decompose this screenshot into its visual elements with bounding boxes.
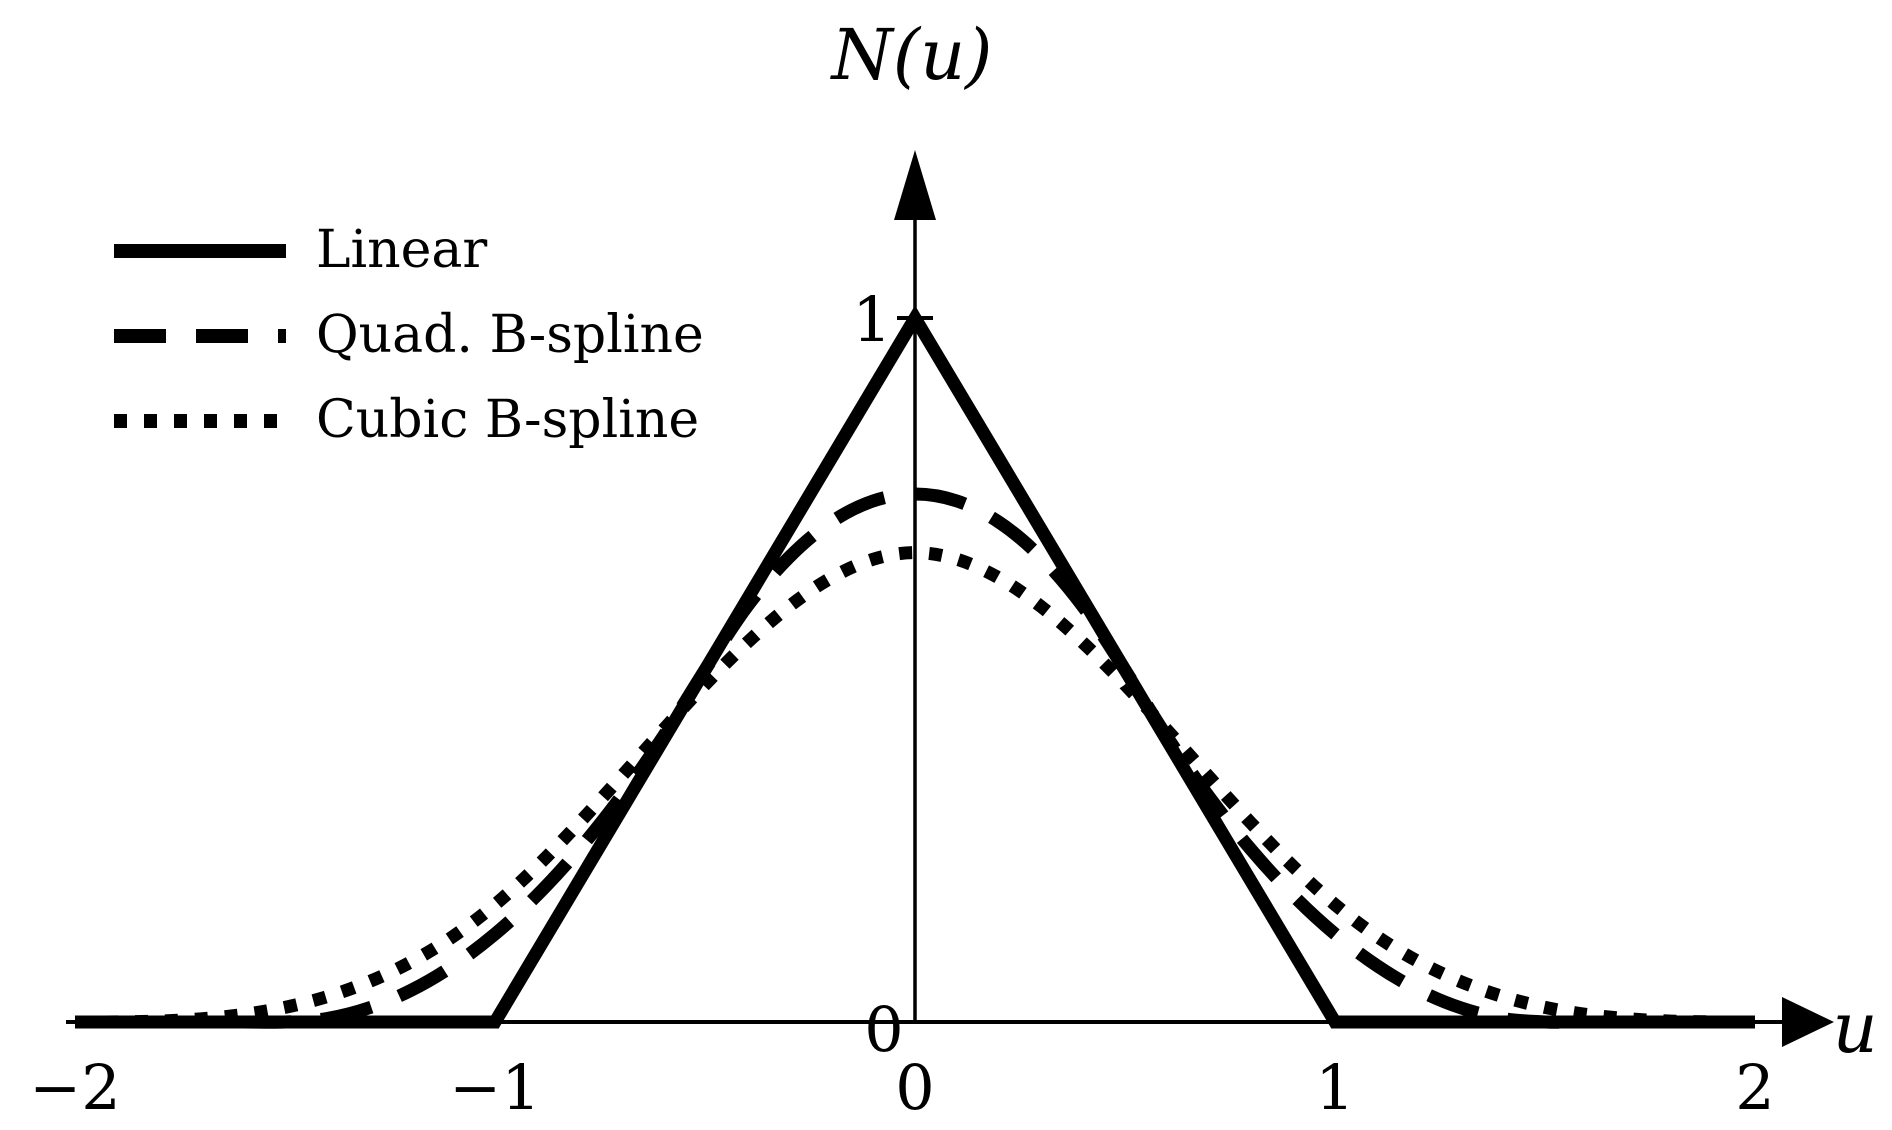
solid-line-sample-icon <box>114 243 286 258</box>
legend-item-cubic: Cubic B-spline <box>112 392 704 449</box>
legend-label: Quad. B-spline <box>316 305 704 366</box>
legend-label: Cubic B-spline <box>316 390 700 451</box>
x-tick-label: 2 <box>1735 1051 1775 1124</box>
y-tick-label-0: 0 <box>864 993 904 1066</box>
y-tick-label-1: 1 <box>852 283 892 356</box>
dashed-line-sample-icon <box>114 328 286 343</box>
legend-label: Linear <box>316 220 488 280</box>
x-axis-title: u <box>1832 987 1878 1069</box>
legend-item-linear: Linear <box>112 220 704 280</box>
legend: Linear Quad. B-spline Cubic B-spline <box>112 220 704 450</box>
legend-item-quadratic: Quad. B-spline <box>112 305 704 366</box>
dotted-line-sample-icon <box>114 413 286 428</box>
x-tick-label: 0 <box>895 1051 935 1124</box>
x-tick-label: 1 <box>1315 1051 1355 1124</box>
x-tick-label: −1 <box>449 1051 541 1124</box>
x-tick-label: −2 <box>29 1051 121 1124</box>
y-axis-title: N(u) <box>831 14 993 96</box>
